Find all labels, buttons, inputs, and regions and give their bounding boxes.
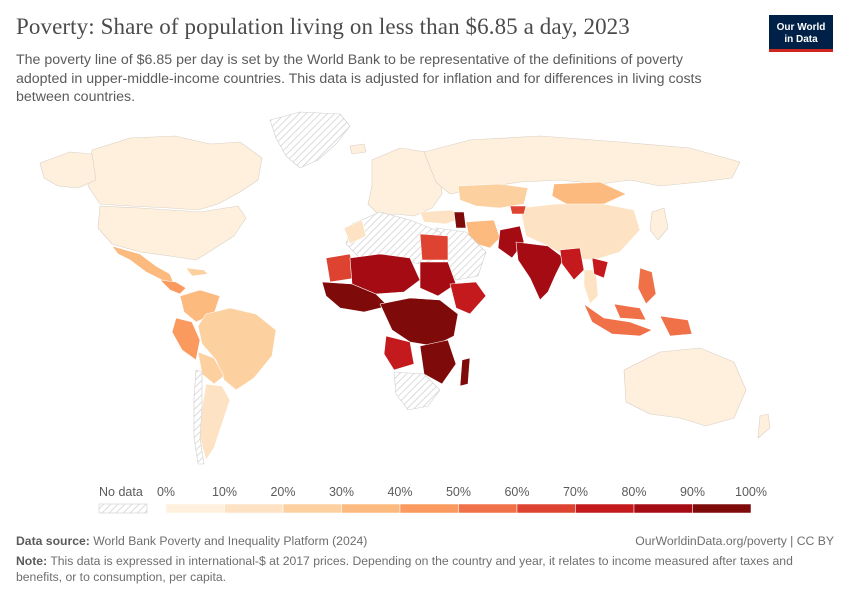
region-mongolia[interactable] bbox=[551, 181, 627, 207]
region-kazakhstan[interactable] bbox=[457, 183, 529, 209]
region-china[interactable] bbox=[519, 203, 641, 261]
legend-bin[interactable] bbox=[341, 503, 401, 514]
region-caribbean[interactable] bbox=[185, 267, 209, 277]
region-philippines[interactable] bbox=[637, 267, 657, 305]
legend-tick-label: 100% bbox=[735, 485, 767, 499]
logo-line2: in Data bbox=[784, 33, 818, 45]
region-syria[interactable] bbox=[453, 211, 467, 229]
legend-bin[interactable] bbox=[165, 503, 225, 514]
region-egypt[interactable] bbox=[419, 233, 449, 261]
region-madagascar[interactable] bbox=[459, 357, 471, 387]
region-turkey[interactable] bbox=[419, 209, 463, 225]
region-australia[interactable] bbox=[623, 347, 747, 427]
legend-tick-label: 50% bbox=[446, 485, 471, 499]
region-thailand[interactable] bbox=[583, 269, 599, 305]
legend-tick-label: 40% bbox=[387, 485, 412, 499]
legend-bin[interactable] bbox=[633, 503, 693, 514]
logo-line1: Our World bbox=[776, 22, 826, 33]
legend-tick-label: 20% bbox=[270, 485, 295, 499]
region-iceland[interactable] bbox=[349, 143, 367, 155]
source-label: Data source: bbox=[16, 534, 90, 548]
region-kyrgyzstan[interactable] bbox=[509, 205, 527, 215]
legend-tick-label: 90% bbox=[680, 485, 705, 499]
region-sudan[interactable] bbox=[419, 261, 457, 297]
legend-bin[interactable] bbox=[282, 503, 342, 514]
region-central-africa[interactable] bbox=[379, 297, 459, 347]
legend-tick-label: 80% bbox=[621, 485, 646, 499]
chart-title: Poverty: Share of population living on l… bbox=[16, 14, 630, 39]
legend-bin[interactable] bbox=[399, 503, 459, 514]
region-laos[interactable] bbox=[591, 257, 609, 279]
legend-tick-label: 30% bbox=[329, 485, 354, 499]
region-papua[interactable] bbox=[659, 315, 693, 337]
region-usa[interactable] bbox=[97, 205, 247, 261]
legend-bin[interactable] bbox=[575, 503, 635, 514]
region-alaska[interactable] bbox=[39, 151, 97, 189]
color-legend: No data 0% 10% 20% 30% 40% 50% 60% 70% 80% 90% 100… bbox=[98, 485, 767, 514]
region-indonesia[interactable] bbox=[583, 303, 653, 337]
legend-tick-label: 10% bbox=[212, 485, 237, 499]
region-horn[interactable] bbox=[449, 281, 487, 315]
region-chile[interactable] bbox=[193, 369, 205, 465]
region-indonesia-east[interactable] bbox=[613, 303, 647, 321]
region-canada[interactable] bbox=[87, 135, 263, 211]
region-bolivia[interactable] bbox=[197, 351, 225, 385]
legend-tick-label: 60% bbox=[504, 485, 529, 499]
region-peru[interactable] bbox=[171, 317, 201, 361]
legend-tick-label: 0% bbox=[157, 485, 175, 499]
owid-logo[interactable]: Our World in Data bbox=[769, 15, 833, 52]
note-label: Note: bbox=[16, 554, 48, 568]
region-brazil[interactable] bbox=[197, 307, 277, 391]
chart-note: Note: This data is expressed in internat… bbox=[16, 554, 826, 585]
legend-no-data-swatch bbox=[98, 503, 148, 514]
chart-subtitle: The poverty line of $6.85 per day is set… bbox=[16, 52, 702, 106]
legend-bin[interactable] bbox=[692, 503, 752, 514]
note-text: This data is expressed in international-… bbox=[16, 554, 793, 584]
region-southern-africa[interactable] bbox=[393, 371, 441, 411]
legend-bin[interactable] bbox=[224, 503, 284, 514]
region-new-zealand[interactable] bbox=[757, 413, 771, 439]
source-link[interactable]: World Bank Poverty and Inequality Platfo… bbox=[93, 534, 368, 548]
legend-bin[interactable] bbox=[516, 503, 576, 514]
region-japan[interactable] bbox=[649, 207, 669, 241]
region-greenland[interactable] bbox=[269, 111, 351, 169]
region-myanmar[interactable] bbox=[559, 247, 585, 281]
data-source: Data source: World Bank Poverty and Ineq… bbox=[16, 534, 367, 548]
site-credit[interactable]: OurWorldinData.org/poverty | CC BY bbox=[635, 534, 834, 548]
region-southeast-africa[interactable] bbox=[419, 339, 457, 385]
region-morocco[interactable] bbox=[343, 219, 367, 245]
world-map[interactable] bbox=[0, 108, 850, 480]
legend-no-data-label: No data bbox=[99, 485, 143, 499]
legend-bin[interactable] bbox=[458, 503, 518, 514]
region-argentina[interactable] bbox=[199, 383, 231, 461]
region-angola[interactable] bbox=[383, 335, 415, 371]
legend-tick-label: 70% bbox=[563, 485, 588, 499]
region-india[interactable] bbox=[515, 241, 565, 301]
region-west-africa[interactable] bbox=[321, 281, 389, 313]
region-central-america[interactable] bbox=[159, 279, 187, 295]
